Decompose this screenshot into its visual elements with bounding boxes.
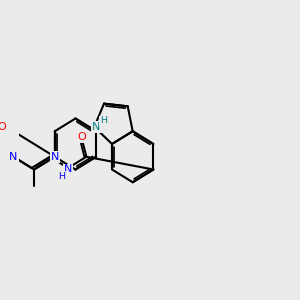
- Text: O: O: [0, 122, 6, 132]
- Text: N: N: [64, 164, 72, 175]
- Text: H: H: [100, 116, 107, 125]
- Text: N: N: [9, 152, 18, 162]
- Text: O: O: [78, 132, 86, 142]
- Text: N: N: [51, 152, 59, 162]
- Text: H: H: [58, 172, 65, 181]
- Text: N: N: [92, 122, 101, 132]
